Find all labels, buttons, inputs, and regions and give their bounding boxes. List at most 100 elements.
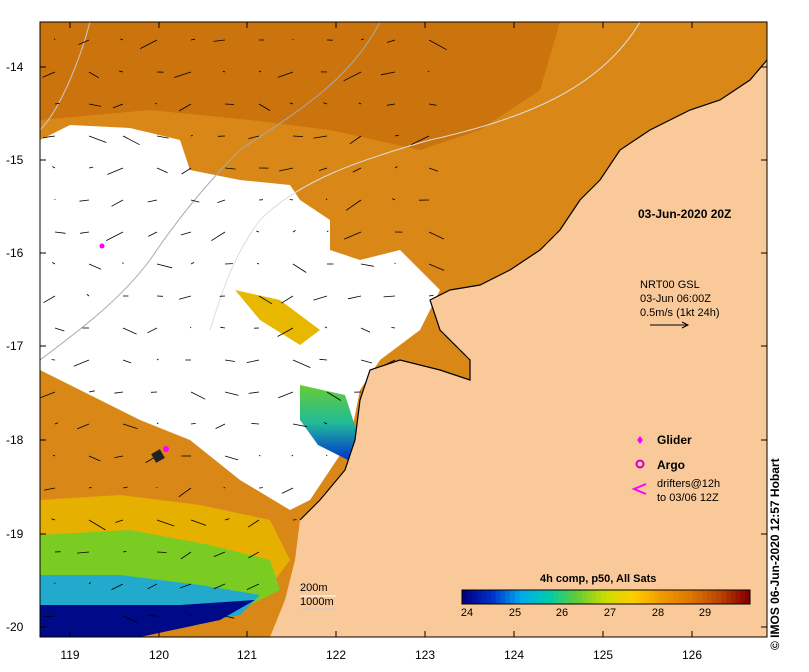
- colorbar-segment: [721, 590, 727, 604]
- current-arrow: [223, 486, 226, 489]
- current-arrow: [156, 358, 159, 361]
- colorbar-segment: [601, 590, 607, 604]
- current-arrow: [324, 326, 328, 329]
- current-arrow: [122, 423, 138, 429]
- colorbar-tick: 28: [651, 607, 665, 619]
- current-arrow: [347, 295, 362, 300]
- current-arrow: [215, 423, 226, 429]
- current-arrow: [80, 231, 90, 234]
- colorbar-segment: [726, 590, 732, 604]
- colorbar-segment: [538, 590, 545, 604]
- current-arrow: [122, 486, 128, 489]
- current-arrow: [44, 615, 56, 618]
- current-arrow: [246, 583, 260, 590]
- current-arrow: [54, 38, 56, 41]
- colorbar-segment: [471, 590, 477, 604]
- current-arrow: [394, 166, 398, 169]
- current-arrow: [360, 359, 373, 364]
- current-arrow: [248, 391, 260, 394]
- current-arrow: [42, 71, 56, 78]
- current-arrow: [428, 263, 445, 271]
- current-arrow: [122, 359, 132, 364]
- current-arrow: [277, 71, 294, 78]
- colorbar-segment: [668, 590, 674, 604]
- current-arrow: [279, 167, 294, 172]
- product-scale: 0.5m/s (1kt 24h): [640, 307, 720, 319]
- colorbar-segment: [567, 590, 573, 604]
- current-arrow: [428, 294, 434, 297]
- current-arrow: [325, 454, 328, 457]
- current-arrow: [73, 359, 90, 367]
- colorbar-segment: [706, 590, 713, 604]
- current-arrow: [384, 359, 396, 366]
- current-arrow: [258, 103, 271, 111]
- lat-label: -18: [6, 433, 24, 447]
- colorbar-segment: [534, 590, 540, 604]
- current-arrow: [78, 39, 90, 45]
- colorbar-segment: [644, 590, 650, 604]
- current-arrow: [213, 551, 226, 557]
- current-arrow: [211, 231, 226, 242]
- current-arrow: [43, 295, 56, 304]
- current-arrow: [118, 70, 124, 73]
- current-arrow: [190, 519, 207, 526]
- map-timestamp: 03-Jun-2020 20Z: [638, 207, 732, 221]
- current-arrow: [106, 231, 124, 241]
- argo-legend-label: Argo: [657, 458, 685, 472]
- current-arrows: [40, 38, 447, 623]
- lon-label: 124: [503, 648, 525, 662]
- current-arrow: [428, 167, 439, 172]
- colorbar-segment: [639, 590, 645, 604]
- current-arrow: [190, 38, 196, 41]
- colorbar-segment: [543, 590, 549, 604]
- glider-legend-label: Glider: [657, 433, 692, 447]
- current-arrow: [178, 103, 192, 112]
- colorbar-segment: [654, 590, 660, 604]
- colorbar-tick: 26: [555, 607, 569, 619]
- current-arrow: [258, 70, 262, 73]
- colorbar-segment: [740, 590, 746, 604]
- current-arrow: [323, 102, 328, 105]
- current-arrow: [88, 135, 107, 143]
- current-arrow: [147, 199, 158, 203]
- current-arrow: [88, 103, 102, 107]
- colorbar-segment: [562, 590, 569, 604]
- colorbar-segment: [462, 590, 468, 604]
- glider-marker: [99, 243, 105, 249]
- colorbar-segment: [673, 590, 679, 604]
- current-arrow: [256, 230, 260, 233]
- colorbar-tick: 29: [698, 607, 712, 619]
- current-arrow: [156, 167, 168, 174]
- current-arrow: [213, 39, 226, 42]
- lat-label: -19: [6, 527, 24, 541]
- current-arrow: [88, 486, 92, 489]
- current-arrow: [224, 391, 239, 396]
- current-arrow: [313, 295, 328, 301]
- lat-label: -20: [6, 620, 24, 634]
- current-arrow: [360, 327, 371, 333]
- current-arrow: [358, 102, 362, 105]
- current-arrow: [427, 70, 430, 73]
- current-arrow: [313, 135, 328, 139]
- green-sst-patch: [300, 385, 358, 460]
- current-arrow: [190, 199, 200, 203]
- lat-label: -14: [6, 60, 24, 74]
- warm-sst-region: [40, 22, 560, 150]
- colorbar-segment: [745, 590, 751, 604]
- colorbar-segment: [697, 590, 703, 604]
- current-arrow: [318, 167, 328, 171]
- current-arrow: [88, 519, 106, 531]
- lat-label: -17: [6, 339, 24, 353]
- current-arrow: [326, 391, 342, 401]
- colorbar-segment: [615, 590, 621, 604]
- current-arrow: [189, 614, 192, 617]
- current-arrow: [88, 455, 101, 462]
- current-arrow: [349, 135, 362, 145]
- lat-label: -16: [6, 246, 24, 260]
- current-arrow: [111, 583, 124, 590]
- colorbar-segment: [711, 590, 717, 604]
- colorbar-segment: [481, 590, 487, 604]
- current-arrow: [52, 454, 56, 457]
- colorbar-segment: [466, 590, 473, 604]
- current-arrow: [122, 615, 138, 623]
